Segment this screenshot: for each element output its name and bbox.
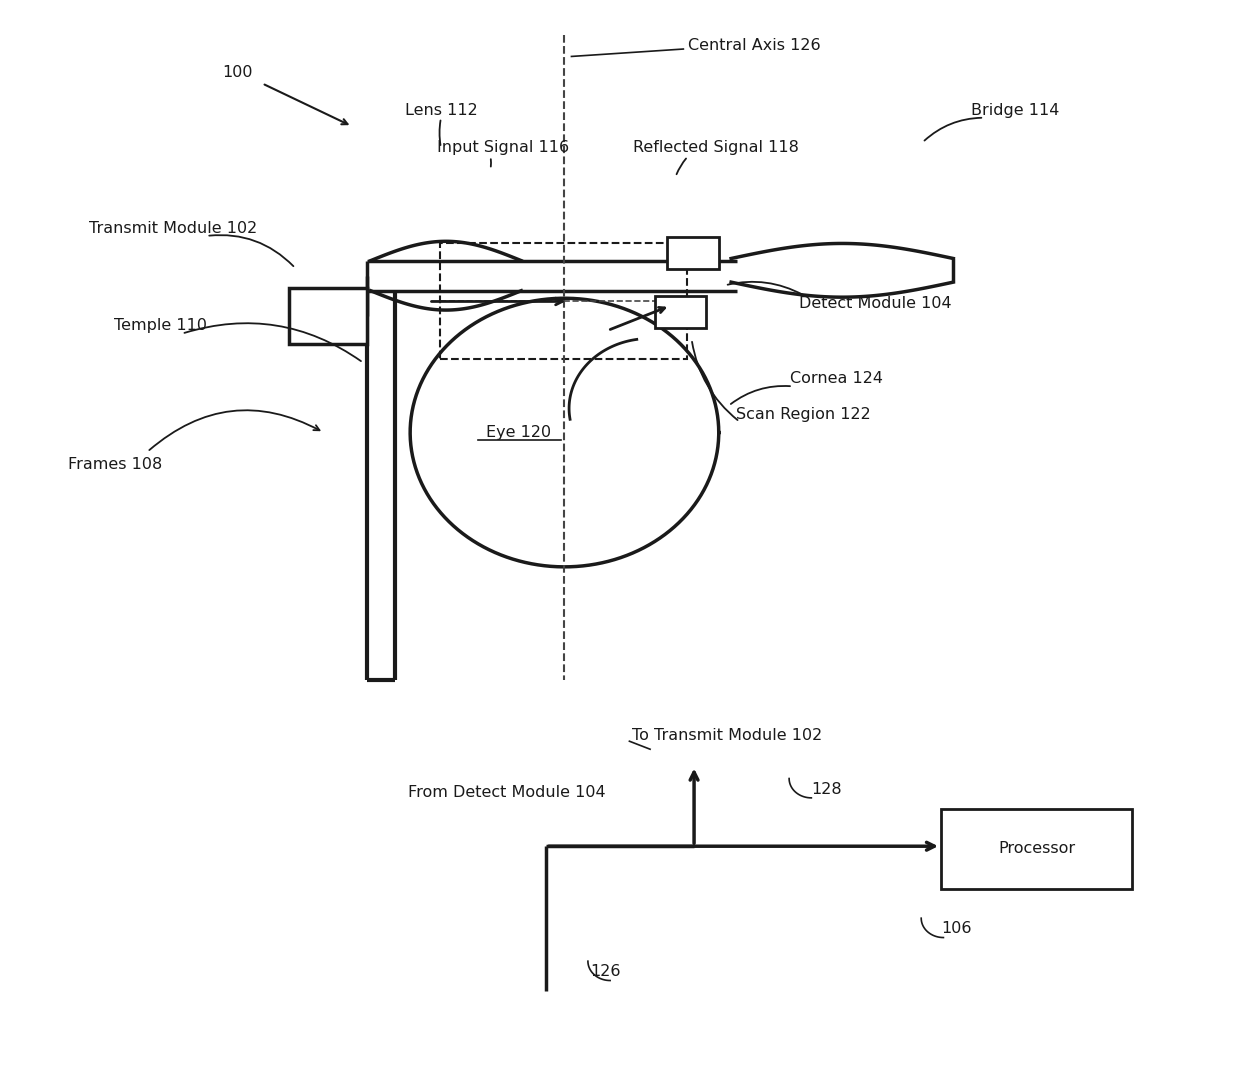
Text: To Transmit Module 102: To Transmit Module 102 <box>632 728 822 743</box>
Bar <box>289 287 367 345</box>
Text: Central Axis 126: Central Axis 126 <box>688 38 821 53</box>
Text: Bridge 114: Bridge 114 <box>971 103 1059 118</box>
Text: Cornea 124: Cornea 124 <box>790 372 883 387</box>
Bar <box>667 237 719 269</box>
Text: Processor: Processor <box>998 841 1075 856</box>
Bar <box>941 809 1132 889</box>
Text: 126: 126 <box>590 964 620 980</box>
Text: Reflected Signal 118: Reflected Signal 118 <box>634 140 800 156</box>
Text: Input Signal 116: Input Signal 116 <box>436 140 569 156</box>
Bar <box>440 243 687 360</box>
Bar <box>655 296 707 328</box>
Text: 128: 128 <box>811 782 842 797</box>
Text: From Detect Module 104: From Detect Module 104 <box>408 785 605 800</box>
Text: Lens 112: Lens 112 <box>404 103 477 118</box>
Text: 106: 106 <box>941 921 971 936</box>
Text: Frames 108: Frames 108 <box>68 457 162 472</box>
Text: Eye 120: Eye 120 <box>486 426 552 440</box>
Text: Temple 110: Temple 110 <box>114 318 207 333</box>
Text: Detect Module 104: Detect Module 104 <box>799 296 951 311</box>
Text: Scan Region 122: Scan Region 122 <box>737 407 870 422</box>
Text: 100: 100 <box>222 65 253 80</box>
Text: Transmit Module 102: Transmit Module 102 <box>89 221 258 235</box>
